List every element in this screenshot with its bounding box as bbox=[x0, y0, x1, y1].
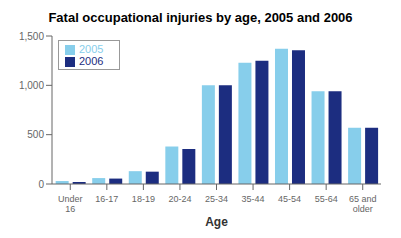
svg-text:0: 0 bbox=[38, 179, 44, 190]
svg-text:Under16: Under16 bbox=[58, 194, 83, 214]
svg-text:500: 500 bbox=[27, 129, 44, 140]
svg-text:65 andolder: 65 andolder bbox=[349, 194, 377, 214]
html-text:2005: 2005 bbox=[79, 43, 104, 55]
svg-text:18-19: 18-19 bbox=[132, 194, 155, 204]
svg-text:35-44: 35-44 bbox=[242, 194, 265, 204]
svg-text:25-34: 25-34 bbox=[205, 194, 228, 204]
html-text:2006: 2006 bbox=[79, 55, 104, 68]
svg-text:16-17: 16-17 bbox=[95, 194, 118, 204]
svg-text:55-64: 55-64 bbox=[315, 194, 338, 204]
svg-text:20-24: 20-24 bbox=[168, 194, 191, 204]
svg-text:45-54: 45-54 bbox=[278, 194, 301, 204]
svg-text:1,000: 1,000 bbox=[19, 80, 44, 91]
svg-text:Age: Age bbox=[205, 215, 228, 229]
svg-text:1,500: 1,500 bbox=[19, 31, 44, 42]
html-text:Fatal occupational injuries by: Fatal occupational injuries by age, 2005… bbox=[48, 10, 353, 25]
